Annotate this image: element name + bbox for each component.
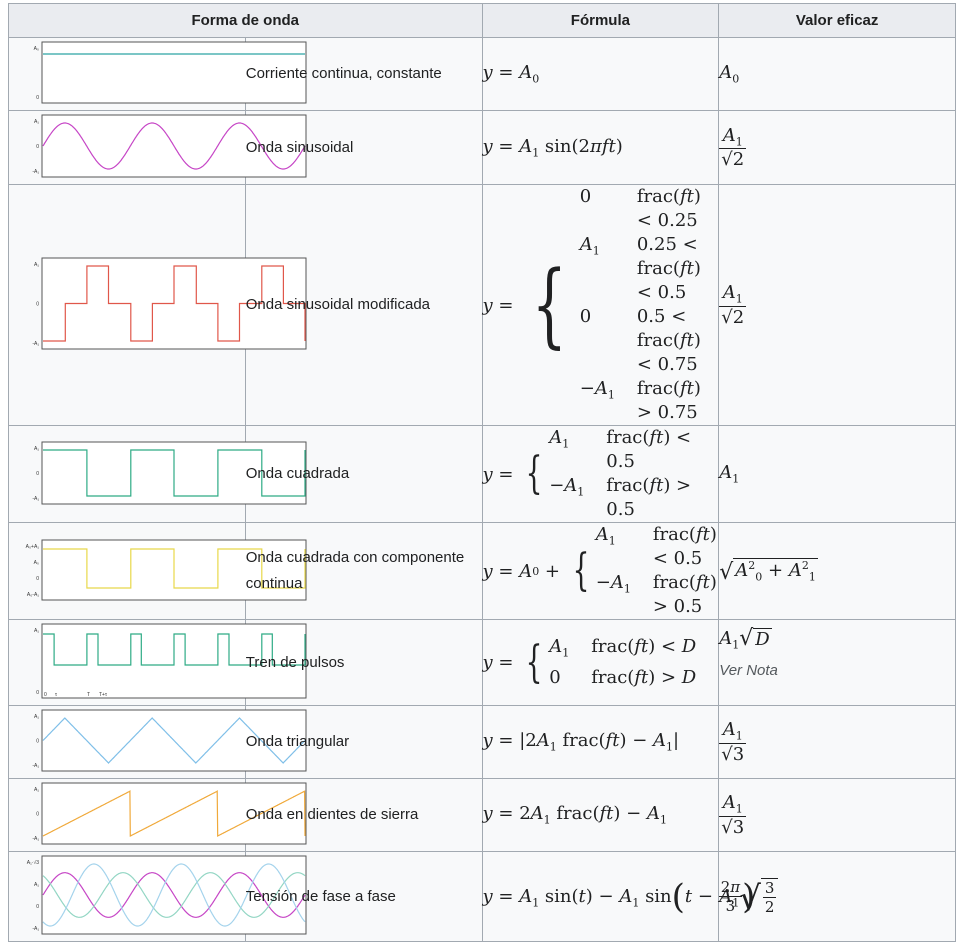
waveform-name: Onda cuadrada [244, 425, 483, 523]
axis-tick-label: -A₁ [32, 341, 39, 347]
axis-tick-label: A₁ [34, 628, 39, 634]
waveform-formula: y = { A1 frac(ft) < D 0 frac(ft) > D [481, 619, 720, 706]
waveform-plot: A₀+A₁ A₀ 0 A₀-A₁ [8, 522, 307, 620]
header-waveform[interactable]: Forma de onda [8, 3, 483, 38]
table-row: A₁ 0 -A₁ Onda en dientes de sierra y = 2A1… [8, 778, 956, 852]
rms-value: A1 √ 3 2 [718, 851, 956, 942]
waveform-formula: y = A1 sin(t) − A1 sin(t − 2π3) [481, 851, 755, 942]
axis-tick-label: 0 [36, 576, 39, 582]
rms-value: A1 [718, 425, 956, 523]
table-row: A₁ 0 -A₁ Onda sinusoidal modificada y = { … [8, 184, 956, 426]
waveform-formula: y = A1 sin(2πft) [481, 110, 720, 185]
axis-tick-label: A₁ [34, 446, 39, 452]
table-row: A₁ 0 0 τ T T+τ Tren de pulsos y = { A1 frac(ft… [8, 619, 956, 706]
waveform-formula: y = { A1 frac(ft) < 0.5 −A1 frac(ft) > 0.5 [481, 425, 720, 523]
axis-tick-label: 0 [36, 690, 39, 696]
axis-tick-label: A₁ [34, 787, 39, 793]
axis-tick-label: -A₁ [32, 836, 39, 842]
table-row: A₀ 0 Corriente continua, constante y = A0… [8, 37, 956, 111]
axis-tick-label: 0 [36, 144, 39, 150]
axis-tick-label: -A₁ [32, 763, 39, 769]
axis-tick-label: A₀ [34, 560, 39, 566]
waveform-formula: y = A0 [481, 37, 720, 111]
rms-note-link[interactable]: Ver Nota [719, 661, 778, 679]
waveform-name: Onda sinusoidal modificada [244, 184, 483, 426]
table-row: A₀+A₁ A₀ 0 A₀-A₁ Onda cuadrada con componen… [8, 522, 956, 620]
axis-tick-label: A₀+A₁ [26, 544, 40, 550]
waveform-formula: y = { 0 frac(ft) < 0.25 A1 0.25 < frac(ft)… [481, 184, 720, 426]
axis-tick-label: A₀ [34, 46, 39, 52]
axis-tick-label: 0 [44, 692, 47, 698]
axis-tick-label: A₁ [34, 119, 39, 125]
waveforms-table: Forma de onda Fórmula Valor eficaz A₀ 0 C… [8, 3, 956, 942]
axis-tick-label: 0 [36, 471, 39, 477]
table-row: A₁ 0 -A₁ Onda triangular y = |2A1 frac(ft)… [8, 705, 956, 779]
waveform-plot: A₁ 0 -A₁ [8, 778, 307, 852]
waveform-name: Onda cuadrada con componente continua [244, 522, 483, 620]
axis-tick-label: -A₁ [32, 169, 39, 175]
axis-tick-label: -A₁ [32, 926, 39, 932]
table-row: A₁·√3 A₁ 0 -A₁ Tensión de fase a fase y = A… [8, 851, 956, 942]
waveform-line [43, 265, 306, 342]
rms-value: A1 √3 [718, 705, 956, 779]
axis-tick-label: T [87, 692, 90, 698]
axis-tick-label: A₀-A₁ [27, 592, 39, 598]
waveform-plot: A₁ 0 0 τ T T+τ [8, 619, 307, 706]
rms-value: √ A20 + A21 [718, 522, 956, 620]
axis-tick-label: T+τ [99, 692, 107, 698]
axis-tick-label: A₁·√3 [27, 859, 39, 866]
axis-tick-label: 0 [36, 904, 39, 910]
axis-tick-label: 0 [36, 95, 39, 101]
waveform-plot: A₁ 0 -A₁ [8, 705, 307, 779]
table-row: A₁ 0 -A₁ Onda sinusoidal y = A1 sin(2πft) … [8, 110, 956, 185]
waveform-line [43, 633, 306, 666]
waveform-name: Tren de pulsos [244, 619, 483, 706]
header-formula[interactable]: Fórmula [481, 3, 720, 38]
waveform-plot: A₁·√3 A₁ 0 -A₁ [8, 851, 307, 942]
rms-value: A1 √2 [718, 110, 956, 185]
waveform-formula: y = |2A1 frac(ft) − A1| [481, 705, 720, 779]
waveform-plot: A₁ 0 -A₁ [8, 425, 307, 523]
waveform-plot: A₁ 0 -A₁ [8, 184, 307, 426]
header-row: Forma de onda Fórmula Valor eficaz [8, 3, 956, 38]
header-rms[interactable]: Valor eficaz [718, 3, 956, 38]
waveform-formula: y = 2A1 frac(ft) − A1 [481, 778, 720, 852]
axis-tick-label: A₁ [34, 882, 39, 888]
waveform-plot: A₀ 0 [8, 37, 307, 111]
rms-value: A1 √3 [718, 778, 956, 852]
axis-tick-label: 0 [36, 812, 39, 818]
axis-tick-label: 0 [36, 739, 39, 745]
table-row: A₁ 0 -A₁ Onda cuadrada y = { A1 frac(ft) < … [8, 425, 956, 523]
rms-value: A1 √2 [718, 184, 956, 426]
axis-tick-label: τ [55, 692, 57, 698]
rms-value: A1 √ D Ver Nota [718, 619, 956, 706]
axis-tick-label: -A₁ [32, 496, 39, 502]
waveform-line [43, 448, 306, 497]
axis-tick-label: 0 [36, 302, 39, 308]
waveform-plot: A₁ 0 -A₁ [8, 110, 307, 185]
axis-tick-label: A₁ [34, 714, 39, 720]
rms-value: A0 [718, 37, 956, 111]
axis-tick-label: A₁ [34, 262, 39, 268]
